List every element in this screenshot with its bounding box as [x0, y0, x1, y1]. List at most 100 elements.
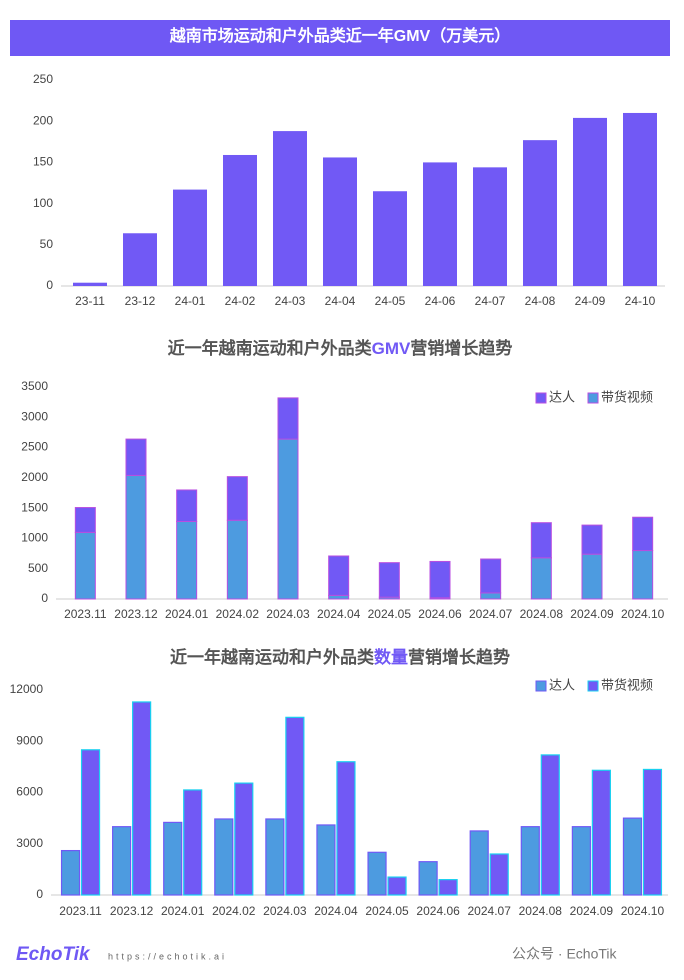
x-tick-label: 2024.03 — [263, 904, 307, 918]
bar — [183, 789, 203, 896]
title-part: 近一年越南运动和户外品类 — [168, 338, 373, 358]
bar — [571, 826, 591, 896]
y-tick-label: 0 — [41, 591, 48, 605]
x-tick-label: 2024.09 — [570, 904, 614, 918]
bar — [367, 851, 387, 896]
bar-segment — [74, 531, 96, 600]
chart-title: 越南市场运动和户外品类近一年GMV（万美元） — [169, 26, 510, 45]
x-tick-label: 2024.09 — [570, 607, 614, 621]
logo: EchoTik — [16, 944, 91, 965]
legend-label: 带货视频 — [601, 677, 653, 692]
bar — [323, 157, 357, 286]
bar — [60, 849, 81, 896]
x-tick-label: 2024.10 — [621, 607, 665, 621]
x-tick-label: 24-04 — [325, 294, 356, 308]
bar — [469, 830, 489, 896]
bar-segment — [74, 507, 96, 533]
x-tick-label: 2024.08 — [520, 607, 564, 621]
bar-segment — [632, 516, 654, 552]
chart-title: 近一年越南运动和户外品类GMV营销增长趋势 — [168, 338, 513, 358]
bar — [623, 112, 657, 287]
x-tick-label: 24-08 — [525, 294, 556, 308]
bar-segment — [581, 553, 603, 600]
bar — [214, 818, 234, 896]
bar — [273, 131, 307, 286]
y-tick-label: 50 — [40, 237, 54, 251]
bar-segment — [226, 519, 248, 600]
bar — [523, 140, 557, 286]
bar — [123, 233, 157, 286]
bar-segment — [176, 520, 198, 600]
x-tick-label: 2023.12 — [110, 904, 154, 918]
url: https://echotik.ai — [108, 951, 227, 961]
bar — [473, 167, 507, 286]
x-tick-label: 2024.08 — [519, 904, 563, 918]
bar — [373, 191, 407, 286]
bar — [540, 754, 560, 896]
x-tick-label: 2024.01 — [165, 607, 209, 621]
x-tick-label: 2024.06 — [418, 607, 462, 621]
y-tick-label: 200 — [33, 113, 53, 127]
y-tick-label: 9000 — [16, 733, 43, 747]
x-tick-label: 2023.12 — [114, 607, 158, 621]
y-tick-label: 150 — [33, 155, 53, 169]
x-tick-label: 2024.04 — [317, 607, 361, 621]
bar — [173, 189, 207, 286]
bar-segment — [480, 592, 502, 600]
bar-segment — [632, 550, 654, 600]
bar-segment — [581, 524, 603, 555]
y-tick-label: 250 — [33, 72, 53, 86]
y-tick-label: 0 — [36, 887, 43, 901]
bar-segment — [226, 476, 248, 521]
bar — [73, 282, 107, 286]
bar-segment — [328, 555, 350, 596]
bar — [163, 821, 183, 896]
y-tick-label: 0 — [46, 278, 53, 292]
bar-segment — [328, 594, 350, 600]
x-tick-label: 23-11 — [75, 294, 105, 308]
bar — [591, 769, 611, 896]
bar — [336, 761, 356, 896]
bar — [316, 824, 336, 896]
title-part: 数量 — [374, 647, 408, 667]
y-tick-label: 2500 — [21, 440, 48, 454]
x-tick-label: 24-07 — [475, 294, 506, 308]
title-part: 近一年越南运动和户外品类 — [170, 647, 375, 667]
y-tick-label: 2000 — [21, 470, 48, 484]
legend-swatch — [535, 680, 547, 692]
bar-segment — [480, 558, 502, 594]
bar-segment — [378, 562, 400, 598]
bar — [265, 818, 285, 896]
bar — [423, 162, 457, 286]
bar — [387, 876, 407, 896]
bar — [80, 749, 101, 896]
y-tick-label: 3000 — [16, 836, 43, 850]
legend-label: 达人 — [549, 389, 575, 404]
bar — [418, 861, 438, 896]
x-tick-label: 2024.05 — [368, 607, 412, 621]
bar-segment — [530, 557, 552, 600]
title-part: 营销增长趋势 — [408, 647, 510, 667]
x-tick-label: 23-12 — [125, 294, 156, 308]
bar-segment — [277, 438, 299, 600]
y-tick-label: 12000 — [10, 682, 44, 696]
bar — [642, 768, 663, 896]
x-tick-label: 2023.11 — [64, 607, 107, 621]
y-tick-label: 100 — [33, 196, 53, 210]
legend-swatch — [535, 392, 547, 404]
bar-segment — [125, 474, 147, 600]
legend-label: 达人 — [549, 677, 575, 692]
title-part: 营销增长趋势 — [410, 338, 512, 358]
x-tick-label: 2024.07 — [469, 607, 513, 621]
x-tick-label: 2024.07 — [468, 904, 512, 918]
account: 公众号 · EchoTik — [512, 946, 617, 962]
y-tick-label: 1500 — [21, 500, 48, 514]
bar — [132, 701, 152, 896]
x-tick-label: 24-03 — [275, 294, 306, 308]
title-banner — [10, 20, 670, 56]
chart-title: 近一年越南运动和户外品类数量营销增长趋势 — [170, 647, 510, 667]
x-tick-label: 24-09 — [575, 294, 606, 308]
x-tick-label: 2024.03 — [266, 607, 310, 621]
x-tick-label: 2024.02 — [216, 607, 260, 621]
